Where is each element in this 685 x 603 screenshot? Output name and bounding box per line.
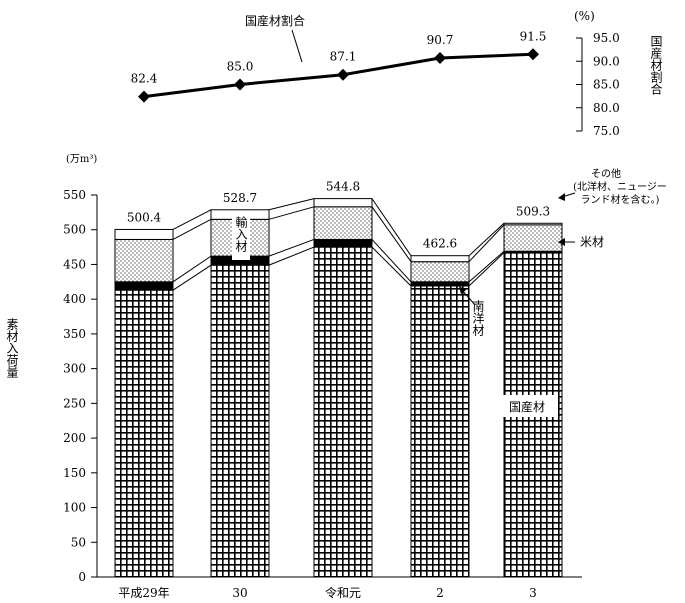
bar-total-label: 544.8 [326, 180, 360, 194]
south-sea-label: 南洋材 [471, 299, 485, 336]
category-label: 2 [436, 586, 444, 600]
domestic-label-bg [496, 395, 558, 417]
bar-y-tick-label: 350 [63, 327, 86, 341]
bar-segment-3 [410, 255, 470, 263]
bar-total-label: 509.3 [516, 204, 550, 218]
line-layer: 82.4 85.0 87.1 90.7 91.5 [131, 29, 547, 103]
line-series-label: 国産材割合 [245, 13, 305, 28]
share-point [527, 48, 539, 61]
south-sea-arrow [461, 289, 476, 306]
line-series-label-arrow [291, 29, 303, 63]
bar-connector [268, 206, 315, 220]
right-axis-tick-label: 80.0 [593, 101, 620, 115]
share-point [337, 68, 349, 81]
bar-connector [172, 209, 212, 230]
share-value-label: 91.5 [520, 29, 547, 43]
bar-segment-3 [503, 222, 563, 226]
bar-connector [371, 206, 412, 262]
bar-layer: 500.4 528.7 544.8 462.6 509.3 [114, 180, 563, 578]
bar-segment-2 [313, 206, 373, 240]
bar-y-tick-label: 200 [63, 431, 86, 445]
other-label-line3: ランド材を含む。) [581, 193, 660, 206]
bar-segment-2 [114, 238, 174, 283]
bar-y-tick-label: 250 [63, 396, 86, 410]
right-axis-unit: (%) [574, 9, 595, 23]
right-axis-ticks: 95.0 90.0 85.0 80.0 75.0 [576, 31, 620, 138]
south-sea-arrowhead [459, 286, 466, 294]
category-label: 3 [529, 586, 537, 600]
import-label: 輸入材 [234, 215, 248, 252]
bar-y-tick-label: 0 [78, 570, 86, 584]
right-axis-tick-label: 85.0 [593, 78, 620, 92]
category-label: 平成29年 [118, 586, 169, 600]
share-point [138, 90, 150, 103]
bar-segment-0 [313, 246, 373, 578]
bar-y-tick-label: 450 [63, 257, 86, 271]
bar-segment-0 [210, 264, 270, 578]
domestic-label: 国産材 [509, 399, 545, 414]
share-value-label: 85.0 [227, 60, 254, 74]
bar-connector [172, 255, 212, 283]
bar-connector [268, 238, 315, 257]
bar-connector [371, 239, 412, 283]
other-arrowhead [558, 193, 565, 201]
bar-axis: 0 50 100 150 200 250 300 350 400 450 500 550 平成29年 30… [63, 188, 582, 600]
bar-segment-1 [114, 281, 174, 291]
bar-segment-2 [410, 261, 470, 283]
bar-connector [172, 218, 212, 240]
bar-connector [172, 264, 212, 291]
american-label: 米材 [580, 235, 604, 249]
bar-connector [468, 222, 505, 257]
bar-connector [468, 224, 505, 263]
share-point [434, 51, 446, 64]
share-value-label: 90.7 [427, 33, 454, 47]
share-point [234, 78, 246, 91]
bar-segment-3 [313, 198, 373, 208]
share-value-label: 82.4 [131, 72, 158, 86]
category-label: 30 [232, 586, 247, 600]
bar-segment-0 [410, 285, 470, 578]
bar-y-tick-label: 150 [63, 466, 86, 480]
import-label-bg [232, 212, 250, 260]
share-line-chart: 国産材割合 (%) 95.0 90.0 85.0 80.0 75.0 国産材割合 82.… [131, 9, 663, 138]
other-label-line2: (北洋材、ニュージー [573, 180, 667, 193]
bar-connector [468, 252, 505, 287]
bar-segment-3 [114, 228, 174, 240]
bar-connector [268, 198, 315, 211]
right-axis-tick-label: 95.0 [593, 31, 620, 45]
right-axis-title: 国産材割合 [649, 35, 663, 95]
bar-y-unit: (万m³) [66, 154, 97, 165]
other-label-line1: その他 [591, 167, 621, 180]
bar-connector [371, 198, 412, 256]
bar-total-label: 462.6 [423, 237, 457, 251]
share-value-label: 87.1 [330, 50, 357, 64]
american-arrowhead [558, 238, 565, 246]
bar-connector [268, 246, 315, 266]
bar-y-tick-label: 300 [63, 362, 86, 376]
bar-y-tick-label: 500 [63, 223, 86, 237]
bar-y-tick-label: 50 [71, 535, 86, 549]
bar-y-axis-title: 素材入荷量 [5, 318, 19, 378]
bar-segment-1 [313, 238, 373, 248]
stacked-bar-chart: (万m³) 素材入荷量 0 50 100 150 200 250 300 350 400 450 5… [5, 154, 667, 600]
bar-connector [468, 250, 505, 283]
bar-segment-1 [410, 281, 470, 287]
bar-total-label: 528.7 [223, 191, 257, 205]
bar-connector [371, 246, 412, 287]
bar-y-tick-label: 400 [63, 292, 86, 306]
bar-segment-0 [114, 289, 174, 578]
category-label: 令和元 [325, 585, 361, 600]
bar-total-label: 500.4 [127, 210, 162, 224]
right-axis-tick-label: 75.0 [593, 124, 620, 138]
right-axis-tick-label: 90.0 [593, 54, 620, 68]
bar-y-tick-label: 550 [63, 188, 86, 202]
bar-y-tick-label: 100 [63, 501, 86, 515]
bar-segment-2 [503, 224, 563, 252]
